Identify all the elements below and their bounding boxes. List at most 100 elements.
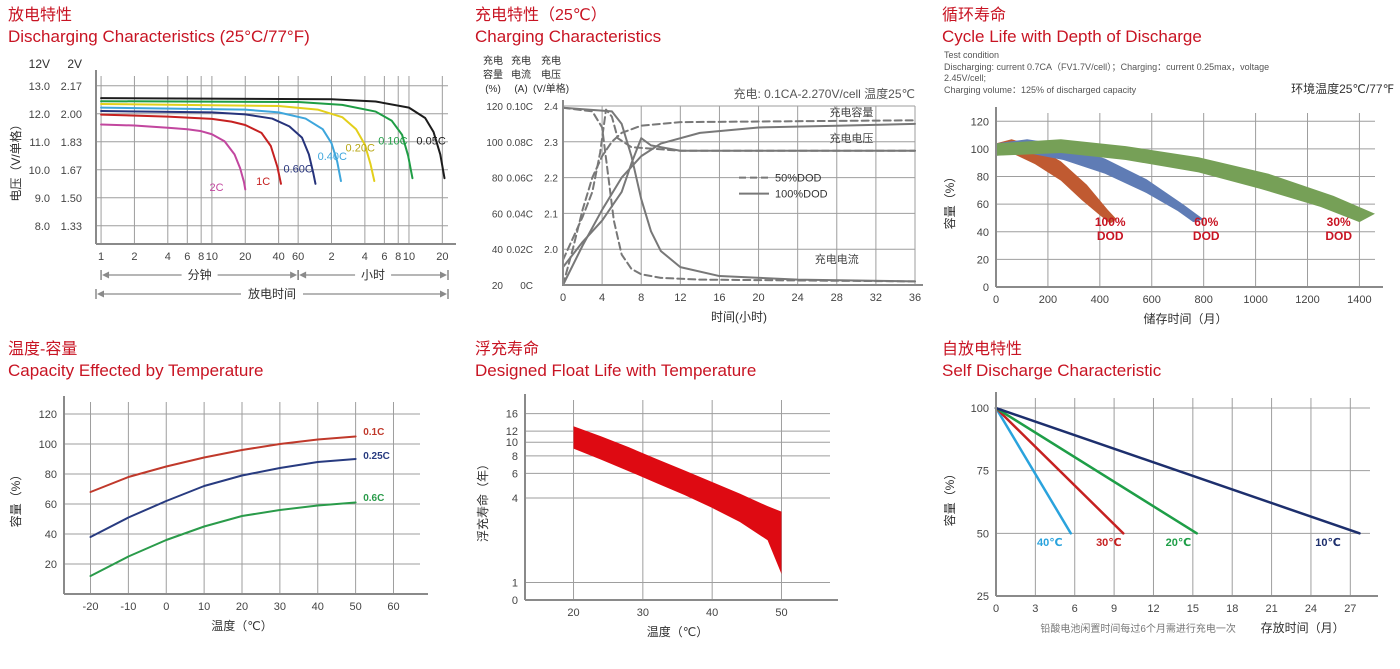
svg-text:6: 6: [1072, 603, 1078, 615]
svg-text:(%): (%): [485, 84, 501, 95]
svg-text:铅酸电池闲置时间每过6个月需进行充电一次: 铅酸电池闲置时间每过6个月需进行充电一次: [1040, 622, 1236, 635]
svg-text:20: 20: [236, 601, 248, 613]
float-life-title-zh: 浮充寿命: [475, 341, 540, 358]
svg-text:0.6C: 0.6C: [363, 493, 384, 504]
temperature-capacity-title-en: Capacity Effected by Temperature: [8, 361, 264, 380]
svg-text:(V/单格): (V/单格): [533, 82, 569, 95]
discharging-title-zh: 放电特性: [8, 7, 73, 24]
float-life-title-en: Designed Float Life with Temperature: [475, 361, 757, 380]
svg-text:20: 20: [977, 254, 989, 266]
svg-text:充电电流: 充电电流: [815, 252, 859, 266]
svg-text:100: 100: [971, 403, 989, 415]
svg-text:容量（%）: 容量（%）: [8, 469, 23, 528]
svg-text:(A): (A): [514, 84, 527, 95]
svg-text:40: 40: [977, 227, 989, 239]
svg-text:21: 21: [1265, 603, 1277, 615]
svg-text:2.00: 2.00: [61, 109, 82, 121]
charging-characteristics-chart: 0 4 8 12 16 20 24 28 32 36 120 0.10C 2.4 100 0.08C 2.3 8…: [483, 54, 923, 324]
svg-text:60: 60: [45, 499, 57, 511]
cycle-life-chart: 0 200 400 600 800 1000 1200 1400 0 20 40 60 80 100 120…: [942, 106, 1383, 326]
svg-text:200: 200: [1039, 294, 1057, 306]
svg-text:2C: 2C: [209, 182, 223, 194]
svg-text:1C: 1C: [256, 176, 270, 188]
svg-text:容量（%）: 容量（%）: [942, 171, 957, 230]
svg-text:16: 16: [713, 292, 725, 304]
svg-text:50%DOD: 50%DOD: [775, 173, 822, 185]
test-condition-block: Test condition Discharging: current 0.7C…: [942, 50, 1398, 99]
svg-text:11.0: 11.0: [29, 137, 50, 149]
temperature-capacity-title-zh: 温度-容量: [8, 341, 78, 358]
svg-text:100: 100: [971, 144, 989, 156]
svg-text:10: 10: [206, 251, 218, 263]
svg-text:1000: 1000: [1243, 294, 1267, 306]
svg-text:50: 50: [977, 528, 989, 540]
svg-text:0.40C: 0.40C: [318, 151, 347, 163]
svg-text:80: 80: [492, 174, 504, 185]
svg-text:分钟: 分钟: [188, 267, 212, 282]
svg-text:20: 20: [436, 251, 448, 263]
svg-text:100: 100: [486, 138, 503, 149]
svg-text:0.02C: 0.02C: [506, 245, 533, 256]
svg-text:40: 40: [312, 601, 324, 613]
svg-text:16: 16: [506, 409, 518, 421]
discharging-title-en: Discharging Characteristics (25°C/77°F): [8, 27, 310, 46]
svg-text:存放时间（月）: 存放时间（月）: [1261, 620, 1345, 635]
svg-text:2.0: 2.0: [544, 245, 558, 256]
svg-text:12V: 12V: [29, 57, 50, 71]
svg-text:30%DOD: 30% DOD: [1325, 215, 1352, 243]
svg-text:8.0: 8.0: [35, 221, 50, 233]
svg-text:40℃: 40℃: [1037, 537, 1063, 549]
svg-text:30: 30: [637, 607, 649, 619]
svg-text:0: 0: [983, 282, 989, 294]
svg-text:40: 40: [492, 245, 504, 256]
svg-text:1.50: 1.50: [61, 193, 82, 205]
svg-text:10: 10: [506, 437, 518, 449]
svg-text:27: 27: [1344, 603, 1356, 615]
panel-self-discharge: 自放电特性 Self Discharge Characteristic 0 3 6 9…: [934, 334, 1400, 669]
svg-text:4: 4: [362, 251, 368, 263]
ambient-temperature-label: 环境温度25℃/77℉: [1291, 81, 1394, 96]
svg-text:0C: 0C: [520, 281, 533, 292]
svg-text:2.2: 2.2: [544, 174, 558, 185]
svg-text:1.33: 1.33: [61, 221, 82, 233]
svg-text:0: 0: [993, 294, 999, 306]
svg-text:12.0: 12.0: [29, 109, 50, 121]
svg-text:40: 40: [272, 251, 284, 263]
svg-text:0.10C: 0.10C: [378, 136, 407, 148]
svg-text:20: 20: [45, 559, 57, 571]
self-discharge-title-en: Self Discharge Characteristic: [942, 361, 1162, 380]
svg-text:400: 400: [1091, 294, 1109, 306]
svg-text:36: 36: [909, 292, 921, 304]
svg-text:60: 60: [977, 199, 989, 211]
svg-text:0.10C: 0.10C: [506, 102, 533, 113]
svg-text:10℃: 10℃: [1315, 537, 1341, 549]
svg-text:2V: 2V: [67, 57, 82, 71]
svg-text:12: 12: [1147, 603, 1159, 615]
svg-text:0.04C: 0.04C: [506, 209, 533, 220]
svg-text:30℃: 30℃: [1096, 537, 1122, 549]
panel-charging: 充电特性（25℃） Charging Characteristics 0 4 8 12…: [467, 0, 934, 334]
panel-discharging: 放电特性 Discharging Characteristics (25°C/7…: [0, 0, 467, 334]
svg-text:80: 80: [45, 469, 57, 481]
svg-text:8: 8: [638, 292, 644, 304]
svg-text:10: 10: [403, 251, 415, 263]
svg-text:15: 15: [1187, 603, 1199, 615]
svg-text:-20: -20: [83, 601, 99, 613]
svg-text:1: 1: [512, 578, 518, 590]
svg-text:0.06C: 0.06C: [506, 174, 533, 185]
panel-cycle-life: 循环寿命 Cycle Life with Depth of Discharge …: [934, 0, 1400, 334]
svg-text:9.0: 9.0: [35, 193, 50, 205]
svg-text:0: 0: [993, 603, 999, 615]
svg-text:20: 20: [239, 251, 251, 263]
test-condition-line: Test condition: [944, 50, 1000, 61]
svg-text:25: 25: [977, 591, 989, 603]
svg-text:0.1C: 0.1C: [363, 427, 384, 438]
svg-text:8: 8: [198, 251, 204, 263]
test-condition-lines: Test condition Discharging: current 0.7C…: [944, 50, 1285, 97]
svg-text:充电: 充电: [541, 54, 561, 67]
svg-text:100%DOD: 100%DOD: [775, 189, 828, 201]
svg-text:12: 12: [506, 426, 518, 438]
cycle-life-title-zh: 循环寿命: [942, 7, 1007, 24]
